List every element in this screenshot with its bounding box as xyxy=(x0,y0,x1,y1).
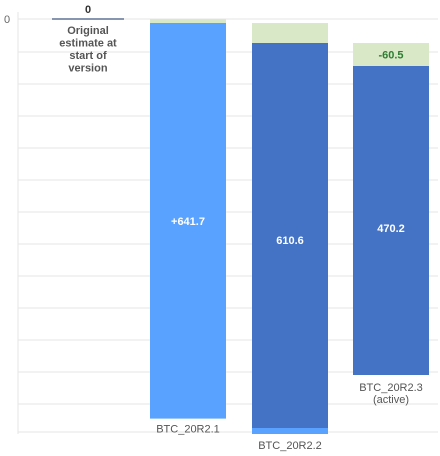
category-label: BTC_20R2.1 xyxy=(156,424,220,436)
category-label: version xyxy=(68,63,107,75)
bar-total-btc-20r2-2 xyxy=(252,43,328,428)
category-label: Original xyxy=(67,25,109,37)
bar-value-label: +641.7 xyxy=(171,216,205,228)
delta-value-label: -60.5 xyxy=(378,50,403,62)
bar-bottom-segment xyxy=(252,428,328,434)
bar-delta-segment xyxy=(252,23,328,43)
bar-original-estimate xyxy=(52,18,124,20)
bar-delta-segment xyxy=(353,43,429,66)
category-label: start of xyxy=(69,50,107,62)
bars xyxy=(52,18,429,434)
bar-total-btc-20r2-3 xyxy=(353,66,429,375)
category-label: BTC_20R2.3 xyxy=(359,382,423,394)
category-label: (active) xyxy=(373,394,409,406)
gridlines xyxy=(17,12,438,434)
bar-value-label: 0 xyxy=(85,4,91,16)
bar-top-cap xyxy=(150,19,226,23)
bar-value-label: 610.6 xyxy=(276,235,304,247)
category-label: BTC_20R2.2 xyxy=(258,440,322,452)
y-axis-tick-label: 0 xyxy=(4,14,10,26)
bar-increase-btc-20r2-1 xyxy=(150,23,226,419)
category-label: estimate at xyxy=(59,38,117,50)
bar-value-label: 470.2 xyxy=(377,223,405,235)
